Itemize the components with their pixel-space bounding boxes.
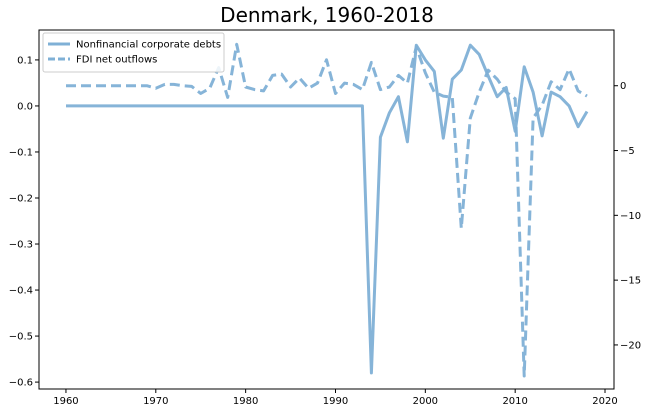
- y-right-tick-label: 0: [620, 81, 626, 92]
- x-tick-label: 2010: [502, 396, 527, 407]
- y-right-tick-label: −10: [620, 211, 641, 222]
- legend-label-2: FDI net outflows: [76, 55, 157, 66]
- series-line-1: [66, 43, 589, 375]
- y-left-tick-label: −0.3: [9, 240, 33, 251]
- legend-label-1: Nonfinancial corporate debts: [76, 40, 221, 51]
- y-left-tick-label: −0.6: [9, 378, 33, 389]
- chart-title: Denmark, 1960-2018: [220, 3, 434, 27]
- x-tick-label: 1980: [233, 396, 258, 407]
- y-left-tick-label: −0.5: [9, 332, 33, 343]
- x-tick-label: 1970: [143, 396, 168, 407]
- x-tick-label: 1990: [323, 396, 348, 407]
- y-right-tick-label: −5: [620, 146, 635, 157]
- series-line-2: [66, 42, 588, 378]
- y-right-tick-label: −15: [620, 276, 641, 287]
- y-left-tick-label: −0.4: [9, 286, 33, 297]
- y-left-tick-label: −0.1: [9, 147, 33, 158]
- x-tick-label: 1960: [53, 396, 78, 407]
- x-tick-label: 2020: [592, 396, 617, 407]
- y-left-tick-label: 0.1: [17, 55, 33, 66]
- legend-box: [42, 32, 225, 73]
- x-tick-label: 2000: [413, 396, 438, 407]
- plot-frame: [38, 29, 615, 390]
- legend: Nonfinancial corporate debts FDI net outf…: [42, 32, 225, 73]
- y-right-tick-label: −20: [620, 340, 641, 351]
- axes: 1960 1970 1980 1990 2000 2010 2020 0.1 0.0 −0.1 −0…: [9, 29, 641, 407]
- plot-area: [66, 42, 589, 378]
- y-left-tick-label: −0.2: [9, 193, 33, 204]
- y-left-tick-label: 0.0: [17, 101, 33, 112]
